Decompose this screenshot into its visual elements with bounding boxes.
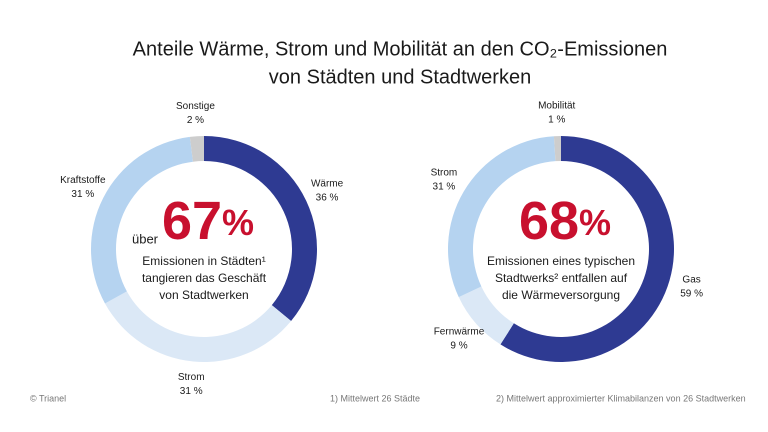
segment-value: 2 % [187,115,204,126]
title-line: Anteile Wärme, Strom und Mobilität an de… [133,38,668,60]
segment-label: Mobilität [538,101,575,112]
segment-value: 31 % [180,386,203,397]
center-unit: % [579,202,611,243]
segment-label: Sonstige [176,101,215,112]
donut-segment [553,136,561,162]
segment-label: Strom [178,372,205,383]
center-prefix: über [132,231,159,246]
donut-segment [91,136,193,304]
segment-label: Gas [682,275,700,286]
segment-value: 31 % [71,189,94,200]
center-unit: % [222,202,254,243]
segment-value: 9 % [450,341,467,352]
center-text: Emissionen in Städten¹ [142,254,265,268]
center-text: die Wärmeversorgung [502,288,620,302]
copyright: © Trianel [30,393,66,403]
center-text: Emissionen eines typischen [487,254,635,268]
footnote: 1) Mittelwert 26 Städte [330,393,420,403]
segment-label: Fernwärme [434,327,485,338]
segment-label: Kraftstoffe [60,175,106,186]
center-number: 68 [519,191,579,251]
donut-segment [458,286,514,345]
center-value: 67% [162,191,254,251]
segment-value: 36 % [316,193,339,204]
donut-segment [204,136,317,322]
center-number: 67 [162,191,222,251]
title-line: von Städten und Stadtwerken [269,66,531,88]
center-text: Stadtwerks² entfallen auf [495,271,628,285]
segment-label: Wärme [311,179,344,190]
center-text: von Stadtwerken [159,288,248,302]
segment-value: 1 % [548,115,565,126]
donut-segment [104,291,292,362]
center-value: 68% [519,191,611,251]
donut-segment [500,136,674,362]
donut-segment [448,136,556,298]
footnote: 2) Mittelwert approximierter Klimabilanz… [496,393,746,403]
segment-value: 31 % [433,181,456,192]
segment-value: 59 % [680,289,703,300]
segment-label: Strom [431,167,458,178]
donut-segment [189,136,204,162]
center-text: tangieren das Geschäft [142,271,267,285]
